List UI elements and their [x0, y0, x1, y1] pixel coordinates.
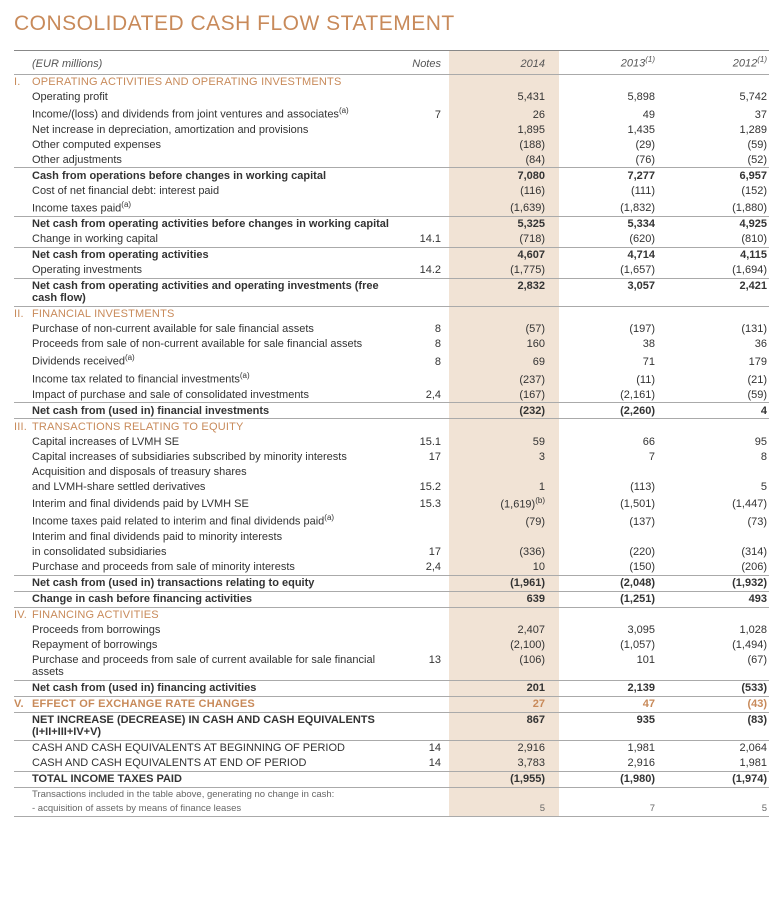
table-row: CASH AND CASH EQUIVALENTS AT END OF PERI…	[14, 756, 769, 772]
hdr-y2: 2013(1)	[559, 51, 669, 75]
table-row: Repayment of borrowings(2,100)(1,057)(1,…	[14, 638, 769, 653]
table-row: Other computed expenses(188)(29)(59)	[14, 137, 769, 152]
table-row: Net cash from (used in) transactions rel…	[14, 575, 769, 591]
cash-flow-table: (EUR millions) Notes 2014 2013(1) 2012(1…	[14, 50, 769, 75]
section-header: II.FINANCIAL INVESTMENTS	[14, 306, 769, 322]
table-row: Interim and final dividends paid to mino…	[14, 530, 769, 545]
page-title: CONSOLIDATED CASH FLOW STATEMENT	[14, 12, 769, 36]
section-header: V.EFFECT OF EXCHANGE RATE CHANGES2747(43…	[14, 696, 769, 712]
table-row: Net cash from operating activities4,6074…	[14, 247, 769, 263]
footnote: - acquisition of assets by means of fina…	[14, 802, 769, 817]
table-row: Operating profit5,4315,8985,742	[14, 90, 769, 105]
table-row: Purchase of non-current available for sa…	[14, 322, 769, 337]
footnote: Transactions included in the table above…	[14, 787, 769, 802]
hdr-notes: Notes	[399, 51, 449, 75]
table-row: Acquisition and disposals of treasury sh…	[14, 464, 769, 479]
table-row: Proceeds from sale of non-current availa…	[14, 337, 769, 352]
table-row: Dividends received(a)86971179	[14, 352, 769, 370]
table-row: CASH AND CASH EQUIVALENTS AT BEGINNING O…	[14, 740, 769, 756]
table-row: Purchase and proceeds from sale of curre…	[14, 653, 769, 681]
table-row: TOTAL INCOME TAXES PAID(1,955)(1,980)(1,…	[14, 771, 769, 787]
table-row: Income taxes paid(a)(1,639)(1,832)(1,880…	[14, 198, 769, 216]
table-row: Capital increases of subsidiaries subscr…	[14, 449, 769, 464]
table-row: Income taxes paid related to interim and…	[14, 512, 769, 530]
table-body: I.OPERATING ACTIVITIES AND OPERATING INV…	[14, 75, 769, 817]
section-header: IV.FINANCING ACTIVITIES	[14, 607, 769, 623]
table-row: Operating investments14.2(1,775)(1,657)(…	[14, 263, 769, 279]
section-header: III.TRANSACTIONS RELATING TO EQUITY	[14, 419, 769, 435]
table-row: and LVMH-share settled derivatives15.21(…	[14, 479, 769, 494]
section-header: I.OPERATING ACTIVITIES AND OPERATING INV…	[14, 75, 769, 90]
table-row: Capital increases of LVMH SE15.1596695	[14, 434, 769, 449]
table-row: Net cash from (used in) financial invest…	[14, 403, 769, 419]
table-row: Change in working capital14.1(718)(620)(…	[14, 232, 769, 248]
table-row: Change in cash before financing activiti…	[14, 591, 769, 607]
table-row: Proceeds from borrowings2,4073,0951,028	[14, 623, 769, 638]
table-row: Net cash from operating activities befor…	[14, 216, 769, 232]
table-row: Cost of net financial debt: interest pai…	[14, 183, 769, 198]
table-row: Net cash from operating activities and o…	[14, 278, 769, 306]
hdr-units: (EUR millions)	[32, 51, 399, 75]
table-row: Interim and final dividends paid by LVMH…	[14, 494, 769, 512]
table-row: Other adjustments(84)(76)(52)	[14, 152, 769, 168]
table-row: Purchase and proceeds from sale of minor…	[14, 560, 769, 576]
hdr-y1: 2014	[449, 51, 559, 75]
table-row: Income tax related to financial investme…	[14, 370, 769, 388]
table-row: Income/(loss) and dividends from joint v…	[14, 105, 769, 123]
table-row: NET INCREASE (DECREASE) IN CASH AND CASH…	[14, 712, 769, 740]
table-row: in consolidated subsidiaries17(336)(220)…	[14, 545, 769, 560]
table-row: Net cash from (used in) financing activi…	[14, 680, 769, 696]
table-row: Net increase in depreciation, amortizati…	[14, 122, 769, 137]
hdr-y3: 2012(1)	[669, 51, 769, 75]
table-row: Impact of purchase and sale of consolida…	[14, 387, 769, 403]
table-row: Cash from operations before changes in w…	[14, 168, 769, 184]
